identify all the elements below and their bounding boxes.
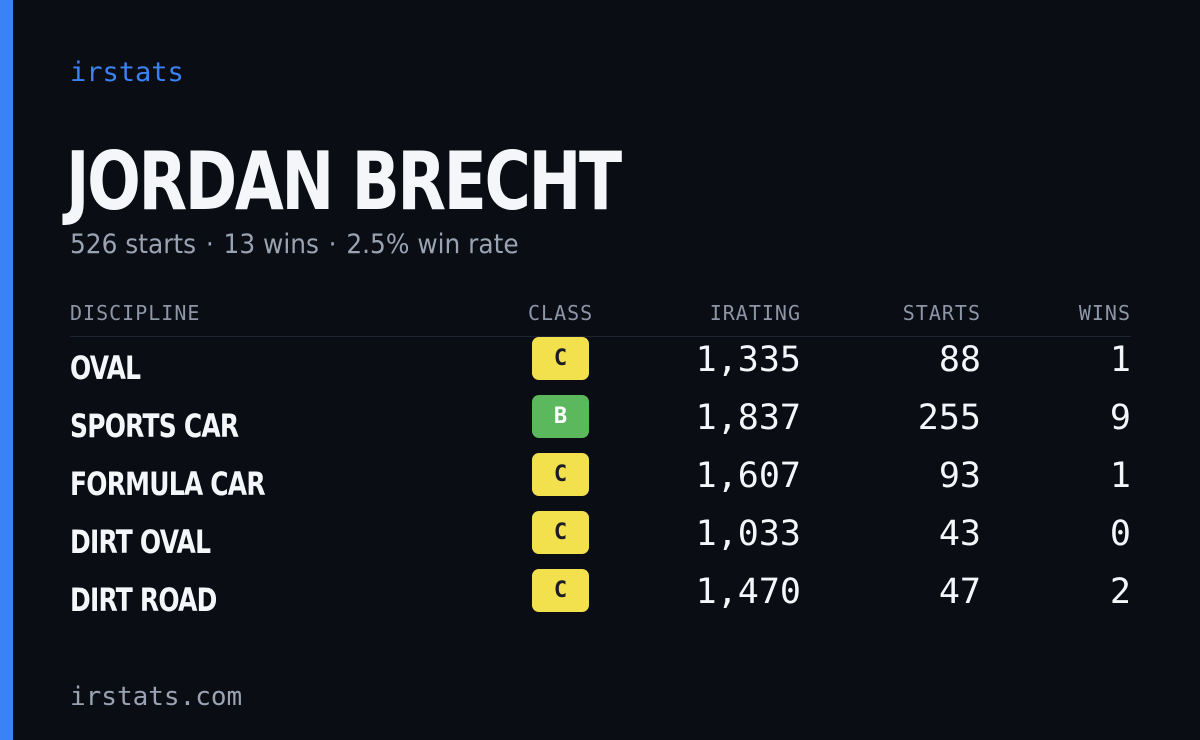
irating-value: 1,335 (695, 340, 801, 380)
wins-value: 2 (1109, 572, 1131, 612)
discipline-name: FORMULA CAR (70, 465, 266, 503)
wins-value: 1 (1109, 456, 1131, 496)
player-summary: 526 starts · 13 wins · 2.5% win rate (70, 227, 519, 263)
class-badge: C (532, 569, 589, 612)
summary-separator: · (205, 229, 214, 260)
discipline-name: SPORTS CAR (70, 407, 239, 445)
wins-value: 0 (1109, 514, 1131, 554)
irating-value: 1,607 (695, 456, 801, 496)
header-wins: WINS (1078, 301, 1131, 325)
class-badge: C (532, 453, 589, 496)
discipline-name: DIRT OVAL (70, 523, 211, 561)
starts-value: 255 (917, 398, 981, 438)
header-class: CLASS (528, 301, 594, 325)
class-badge: B (532, 395, 589, 438)
class-badge: C (532, 511, 589, 554)
footer-domain-link[interactable]: irstats.com (70, 682, 243, 712)
irating-value: 1,837 (695, 398, 801, 438)
starts-value: 47 (938, 572, 981, 612)
summary-wins: 13 wins (223, 229, 319, 260)
wins-value: 1 (1109, 340, 1131, 380)
stats-table: DISCIPLINE CLASS IRATING STARTS WINS OVA… (70, 296, 1131, 627)
header-irating: IRATING (709, 301, 801, 325)
table-row: SPORTS CAR B 1,837 255 9 (70, 395, 1131, 453)
header-starts: STARTS (902, 301, 981, 325)
class-badge: C (532, 337, 589, 380)
irating-value: 1,033 (695, 514, 801, 554)
starts-value: 93 (938, 456, 981, 496)
summary-starts: 526 starts (70, 229, 197, 260)
wins-value: 9 (1109, 398, 1131, 438)
table-row: FORMULA CAR C 1,607 93 1 (70, 453, 1131, 511)
table-header: DISCIPLINE CLASS IRATING STARTS WINS (70, 296, 1131, 337)
summary-separator: · (328, 229, 337, 260)
irating-value: 1,470 (695, 572, 801, 612)
discipline-name: OVAL (70, 349, 141, 387)
table-row: OVAL C 1,335 88 1 (70, 337, 1131, 395)
table-row: DIRT OVAL C 1,033 43 0 (70, 511, 1131, 569)
accent-bar (0, 0, 13, 740)
header-discipline: DISCIPLINE (70, 301, 201, 325)
brand-logo[interactable]: irstats (70, 57, 184, 88)
table-row: DIRT ROAD C 1,470 47 2 (70, 569, 1131, 627)
discipline-name: DIRT ROAD (70, 581, 217, 619)
player-name: JORDAN BRECHT (66, 135, 622, 228)
starts-value: 88 (938, 340, 981, 380)
starts-value: 43 (938, 514, 981, 554)
summary-win-rate: 2.5% win rate (346, 229, 519, 260)
